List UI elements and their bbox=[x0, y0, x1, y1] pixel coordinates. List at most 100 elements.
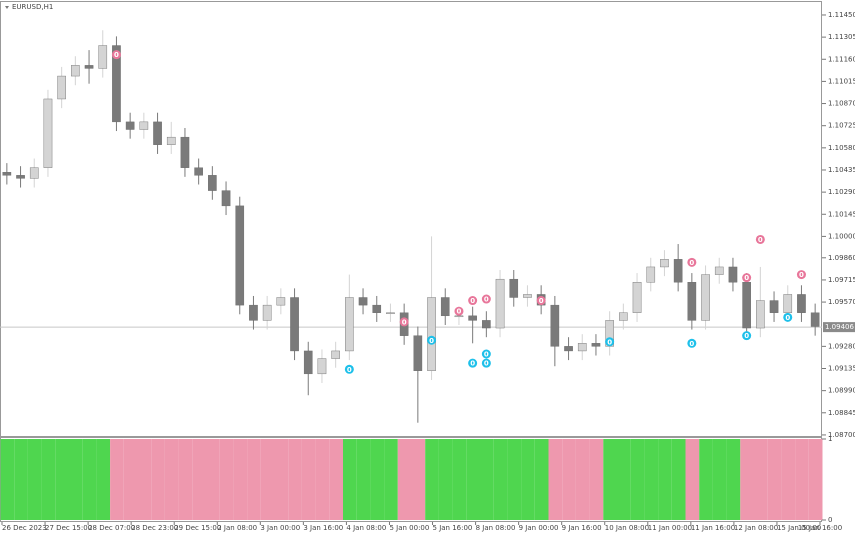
signal-label: 0 bbox=[689, 259, 694, 267]
indicator-bar bbox=[630, 439, 645, 520]
signal-label: 0 bbox=[484, 360, 489, 368]
candle-body bbox=[673, 259, 683, 283]
candle-body bbox=[714, 266, 724, 275]
indicator-bar bbox=[452, 439, 467, 520]
signal-marker bbox=[468, 358, 478, 368]
y-tick-label: 1.10435 bbox=[828, 166, 855, 174]
indicator-bar bbox=[521, 439, 535, 520]
x-tick-label: 28 Dec 07:00 bbox=[88, 524, 135, 532]
y-tick-label: 1.10000 bbox=[828, 232, 855, 240]
x-tick-label: 27 Dec 15:00 bbox=[45, 524, 92, 532]
signal-label: 0 bbox=[758, 236, 763, 244]
indicator-bar bbox=[781, 439, 796, 520]
indicator-bar bbox=[0, 439, 15, 520]
candle-body bbox=[413, 335, 423, 371]
x-tick-label: 9 Jan 00:00 bbox=[519, 524, 559, 532]
candle-body bbox=[564, 346, 573, 352]
candle-body bbox=[386, 312, 395, 314]
indicator-bar bbox=[55, 439, 69, 520]
indicator-bar bbox=[397, 439, 412, 520]
indicator-bar bbox=[480, 439, 494, 520]
candle-body bbox=[523, 294, 532, 298]
y-tick-label: 1.10290 bbox=[828, 188, 855, 196]
candle-body bbox=[769, 300, 779, 313]
candle-body bbox=[153, 121, 162, 145]
signal-marker bbox=[468, 296, 478, 306]
signal-marker bbox=[536, 296, 546, 306]
current-price-box bbox=[823, 322, 855, 333]
indicator-bar bbox=[617, 439, 631, 520]
candle-body bbox=[742, 282, 751, 329]
x-tick-label: 5 Jan 00:00 bbox=[389, 524, 429, 532]
candle-body bbox=[660, 259, 669, 268]
y-tick-label: 1.09135 bbox=[828, 365, 855, 373]
indicator-bar bbox=[260, 439, 275, 520]
signal-label: 0 bbox=[607, 338, 612, 346]
indicator-bar bbox=[329, 439, 343, 520]
signal-marker bbox=[111, 50, 121, 60]
chart-title: EURUSD,H1 bbox=[12, 3, 53, 11]
candle-body bbox=[345, 297, 354, 352]
indicator-bar bbox=[644, 439, 659, 520]
indicator-bar bbox=[356, 439, 371, 520]
x-tick-label: 3 Jan 00:00 bbox=[260, 524, 300, 532]
candle-body bbox=[687, 282, 697, 321]
signal-label: 0 bbox=[429, 337, 434, 345]
candle-body bbox=[84, 65, 94, 69]
candle-body bbox=[605, 320, 614, 347]
signal-marker bbox=[796, 270, 806, 280]
signal-label: 0 bbox=[347, 366, 352, 374]
signal-marker bbox=[427, 335, 437, 345]
signal-marker bbox=[742, 331, 752, 341]
indicator-bar bbox=[795, 439, 809, 520]
candle-body bbox=[591, 343, 601, 347]
candle-body bbox=[16, 175, 25, 179]
y-tick-label: 1.10145 bbox=[828, 210, 855, 218]
x-tick-label: 10 Jan 08:00 bbox=[605, 524, 649, 532]
candle-body bbox=[619, 312, 628, 321]
candle-body bbox=[57, 75, 66, 100]
x-tick-label: 29 Dec 15:00 bbox=[174, 524, 221, 532]
x-tick-label: 3 Jan 16:00 bbox=[303, 524, 343, 532]
candle-body bbox=[482, 320, 491, 329]
x-tick-label: 9 Jan 16:00 bbox=[562, 524, 602, 532]
candle-body bbox=[331, 350, 340, 359]
candle-body bbox=[728, 266, 738, 283]
candle-body bbox=[632, 282, 642, 313]
candle-body bbox=[235, 205, 245, 306]
y-tick-label: 1.09570 bbox=[828, 298, 855, 306]
indicator-bar bbox=[164, 439, 179, 520]
signal-label: 0 bbox=[744, 332, 749, 340]
indicator-bar bbox=[411, 439, 426, 520]
signal-label: 0 bbox=[457, 308, 462, 316]
x-tick-label: 26 Dec 2023 bbox=[2, 524, 47, 532]
indicator-bar bbox=[151, 439, 165, 520]
y-tick-label: 1.09715 bbox=[828, 276, 855, 284]
signal-label: 0 bbox=[470, 297, 475, 305]
indicator-bar bbox=[712, 439, 727, 520]
candle-body bbox=[646, 266, 656, 283]
indicator-bar bbox=[137, 439, 152, 520]
indicator-bar bbox=[384, 439, 398, 520]
indicator-bar bbox=[438, 439, 453, 520]
y-tick-label: 1.11160 bbox=[828, 55, 855, 63]
indicator-tick-label: 0 bbox=[828, 516, 832, 524]
indicator-bar bbox=[178, 439, 193, 520]
candle-body bbox=[194, 167, 203, 176]
indicator-bar bbox=[96, 439, 111, 520]
y-tick-label: 1.10870 bbox=[828, 100, 855, 108]
indicator-bar bbox=[548, 439, 563, 520]
y-tick-label: 1.11450 bbox=[828, 11, 855, 19]
signal-marker bbox=[687, 257, 697, 267]
candle-body bbox=[98, 45, 108, 69]
signal-marker bbox=[344, 364, 354, 374]
indicator-bar bbox=[507, 439, 522, 520]
x-tick-label: 11 Jan 16:00 bbox=[691, 524, 735, 532]
indicator-bar bbox=[466, 439, 480, 520]
x-tick-label: 28 Dec 23:00 bbox=[131, 524, 178, 532]
y-tick-label: 1.10580 bbox=[828, 144, 855, 152]
candle-body bbox=[454, 315, 464, 318]
candle-body bbox=[43, 98, 53, 168]
candle-body bbox=[166, 136, 176, 145]
